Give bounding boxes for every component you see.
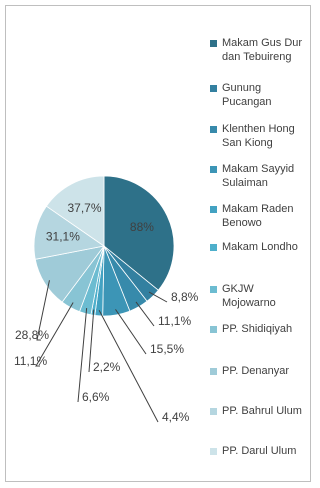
data-label: 37,7% [67,201,101,215]
legend-item: PP. Bahrul Ulum [210,404,306,418]
legend-swatch [210,206,217,213]
data-label: 8,8% [171,290,199,304]
leader-line [35,302,74,367]
legend-label: PP. Denanyar [222,365,290,377]
data-label: 15,5% [150,342,184,356]
legend-item: GKJW Mojowarno [210,282,306,310]
legend-label: Gunung Pucangan [222,82,272,108]
legend-swatch [210,166,217,173]
data-label: 11,1% [158,314,191,328]
data-label: 88% [130,220,154,234]
data-label: 6,6% [82,390,110,404]
legend-swatch [210,244,217,251]
legend-item: Gunung Pucangan [210,81,306,109]
leader-line [98,309,159,423]
leader-line [115,309,147,355]
legend-item: Makam Raden Benowo [210,202,306,230]
legend-swatch [210,286,217,293]
leader-line [135,301,155,327]
legend-item: PP. Denanyar [210,364,306,378]
pie-slice [45,175,105,247]
data-label: 11,1% [14,354,47,368]
leader-line [36,280,50,341]
legend-item: PP. Shidiqiyah [210,322,306,336]
legend-swatch [210,40,217,47]
legend-label: GKJW Mojowarno [222,283,276,309]
legend-label: Makam Gus Dur dan Tebuireng [222,37,303,63]
legend-swatch [210,326,217,333]
legend-item: Makam Sayyid Sulaiman [210,162,306,190]
legend-swatch [210,408,217,415]
legend-label: PP. Shidiqiyah [222,323,293,335]
chart-frame [5,5,311,482]
data-label: 28,8% [15,328,49,342]
legend-label: PP. Bahrul Ulum [222,405,302,417]
leader-line [148,291,168,303]
legend-item: PP. Darul Ulum [210,444,306,458]
legend-item: Makam Gus Dur dan Tebuireng [210,36,306,64]
data-label: 2,2% [93,360,121,374]
legend-label: Makam Sayyid Sulaiman [222,163,295,189]
data-label: 4,4% [162,410,190,424]
legend-swatch [210,368,217,375]
legend-swatch [210,126,217,133]
legend-label: Makam Raden Benowo [222,203,294,229]
legend-label: Klenthen Hong San Kiong [222,123,295,149]
legend-label: Makam Londho [222,241,298,253]
legend-label: PP. Darul Ulum [222,445,297,457]
legend-swatch [210,85,217,92]
leader-line [77,307,88,403]
legend-item: Klenthen Hong San Kiong [210,122,306,150]
legend-item: Makam Londho [210,240,306,254]
data-label: 31,1% [46,230,80,244]
pie-slice [103,175,175,291]
leader-line [88,309,95,373]
legend-swatch [210,448,217,455]
